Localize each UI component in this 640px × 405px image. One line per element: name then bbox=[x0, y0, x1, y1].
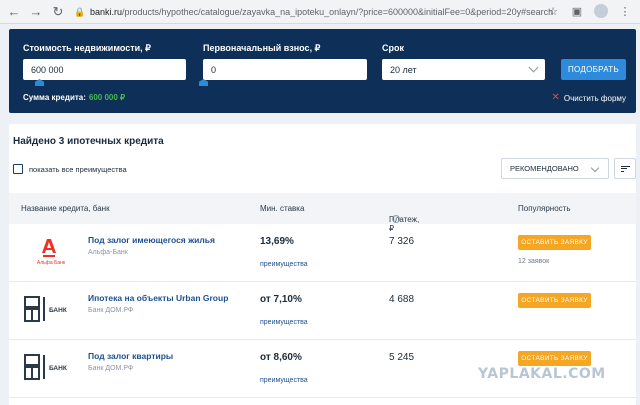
payment-value: 4 688 bbox=[389, 294, 415, 305]
lock-icon: 🔒 bbox=[74, 6, 86, 17]
menu-icon[interactable]: ⋮ bbox=[619, 5, 631, 18]
find-button[interactable]: ПОДОБРАТЬ bbox=[561, 59, 626, 80]
fee-slider-handle[interactable] bbox=[199, 79, 208, 86]
apply-button[interactable]: ОСТАВИТЬ ЗАЯВКУ bbox=[518, 351, 591, 366]
bank-name: Альфа-Банк bbox=[88, 249, 128, 256]
back-icon[interactable]: ← bbox=[7, 4, 21, 19]
results-title: Найдено 3 ипотечных кредита bbox=[13, 136, 164, 147]
price-label: Стоимость недвижимости, ₽ bbox=[23, 43, 151, 53]
rate-value: от 8,60% bbox=[260, 352, 302, 363]
payment-value: 7 326 bbox=[389, 236, 415, 247]
advantages-link[interactable]: преимущества bbox=[260, 261, 308, 268]
watermark: YAPLAKAL.COM bbox=[478, 366, 606, 382]
svg-text:БАНК: БАНК bbox=[49, 365, 67, 372]
chevron-down-icon bbox=[590, 163, 600, 173]
table-row: БАНК Ипотека на объекты Urban Group Банк… bbox=[9, 282, 636, 340]
sort-select[interactable]: РЕКОМЕНДОВАНО bbox=[501, 158, 609, 179]
chevron-down-icon bbox=[528, 62, 539, 73]
credit-sum-label: Сумма кредита: bbox=[23, 93, 86, 102]
show-all-advantages-label[interactable]: показать все преимущества bbox=[29, 165, 127, 174]
credit-sum-value: 600 000 ₽ bbox=[88, 93, 126, 102]
price-slider-handle[interactable] bbox=[35, 79, 44, 86]
sort-value: РЕКОМЕНДОВАНО bbox=[510, 164, 579, 173]
sort-order-button[interactable] bbox=[614, 158, 636, 179]
dom-rf-logo: БАНК bbox=[21, 294, 81, 324]
credit-name-link[interactable]: Под залог квартиры bbox=[88, 351, 174, 361]
alfa-bank-logo: Альфа Банк bbox=[21, 236, 81, 266]
column-name: Название кредита, банк bbox=[21, 204, 110, 213]
fee-label: Первоначальный взнос, ₽ bbox=[203, 43, 321, 53]
rate-value: от 7,10% bbox=[260, 294, 302, 305]
column-payment-label: Платеж, ₽ bbox=[389, 215, 420, 233]
url-host: banki.ru bbox=[90, 6, 123, 17]
price-input[interactable]: 600 000 bbox=[23, 59, 186, 80]
url-path: /products/hypothec/catalogue/zayavka_na_… bbox=[122, 6, 554, 17]
term-label: Срок bbox=[382, 43, 404, 53]
results-panel: Найдено 3 ипотечных кредита показать все… bbox=[9, 124, 636, 405]
term-value: 20 лет bbox=[390, 64, 417, 75]
svg-text:БАНК: БАНК bbox=[49, 307, 67, 314]
profile-avatar[interactable] bbox=[594, 4, 608, 18]
term-select[interactable]: 20 лет bbox=[382, 59, 545, 80]
credit-name-link[interactable]: Под залог имеющегося жилья bbox=[88, 235, 215, 245]
rate-value: 13,69% bbox=[260, 236, 294, 247]
apply-button[interactable]: ОСТАВИТЬ ЗАЯВКУ bbox=[518, 293, 591, 308]
requests-count: 12 заявок bbox=[518, 258, 550, 265]
table-row: Альфа Банк Под залог имеющегося жилья Ал… bbox=[9, 224, 636, 282]
column-rate[interactable]: Мин. ставка bbox=[260, 204, 305, 213]
clear-form-label: Очистить форму bbox=[563, 93, 626, 103]
mortgage-filter-panel: Стоимость недвижимости, ₽ 600 000 Первон… bbox=[9, 29, 636, 113]
svg-text:Альфа Банк: Альфа Банк bbox=[37, 260, 66, 266]
advantages-link[interactable]: преимущества bbox=[260, 319, 308, 326]
credit-sum: Сумма кредита: 600 000 ₽ bbox=[23, 93, 125, 102]
clear-form-link[interactable]: ✕ Очистить форму bbox=[551, 93, 626, 103]
close-icon: ✕ bbox=[551, 92, 560, 103]
credit-name-link[interactable]: Ипотека на объекты Urban Group bbox=[88, 293, 229, 303]
dom-rf-logo: БАНК bbox=[21, 352, 81, 382]
bank-name: Банк ДОМ.РФ bbox=[88, 365, 134, 372]
star-icon[interactable]: ☆ bbox=[548, 5, 558, 18]
sort-icon bbox=[620, 164, 630, 173]
bank-name: Банк ДОМ.РФ bbox=[88, 307, 134, 314]
apply-button[interactable]: ОСТАВИТЬ ЗАЯВКУ bbox=[518, 235, 591, 250]
address-bar[interactable]: 🔒 banki.ru/products/hypothec/catalogue/z… bbox=[74, 7, 553, 17]
column-popularity[interactable]: Популярность bbox=[518, 204, 571, 213]
browser-toolbar: ← → ↻ 🔒 banki.ru/products/hypothec/catal… bbox=[0, 0, 640, 24]
reload-icon[interactable]: ↻ bbox=[52, 3, 64, 19]
show-all-advantages-checkbox[interactable] bbox=[13, 164, 23, 174]
payment-value: 5 245 bbox=[389, 352, 415, 363]
info-icon[interactable]: ? bbox=[392, 215, 400, 223]
forward-icon[interactable]: → bbox=[29, 4, 43, 19]
table-header: Название кредита, банк Мин. ставка Плате… bbox=[9, 193, 636, 233]
table-row: БАНК Под залог квартиры Банк ДОМ.РФ от 8… bbox=[9, 340, 636, 398]
extensions-icon[interactable]: ▣ bbox=[571, 5, 583, 18]
fee-input[interactable]: 0 bbox=[203, 59, 367, 80]
advantages-link[interactable]: преимущества bbox=[260, 377, 308, 384]
